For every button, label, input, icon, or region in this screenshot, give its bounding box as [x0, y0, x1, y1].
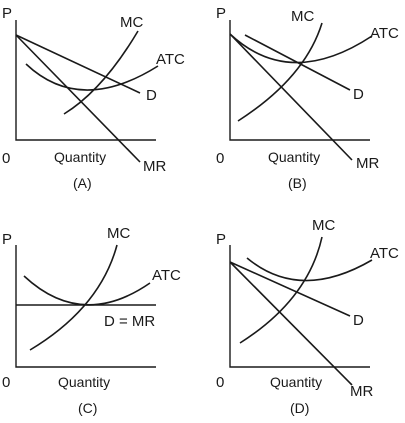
- panel-d-axes: [229, 245, 370, 368]
- panel-c-caption: (C): [78, 400, 97, 416]
- panel-d-demand-curve: [229, 261, 351, 317]
- panel-c-atc-curve: [23, 275, 151, 306]
- panel-b-mc-label: MC: [291, 8, 314, 25]
- panel-d: P 0 Quantity (D) MC ATC D MR: [216, 217, 399, 416]
- panel-b-mr-curve: [229, 33, 353, 161]
- panel-d-x-axis-label: Quantity: [270, 374, 322, 390]
- panel-c-mc-curve: [29, 244, 118, 351]
- panel-c-axes: [15, 245, 156, 368]
- panel-d-atc-curve: [246, 257, 373, 282]
- panel-b-mr-label: MR: [356, 155, 379, 172]
- panel-b-x-axis-label: Quantity: [268, 149, 320, 165]
- panel-a-mr-curve: [15, 34, 141, 163]
- panel-a-caption: (A): [73, 175, 92, 191]
- panel-b-d-label: D: [353, 86, 364, 103]
- panel-c-atc-label: ATC: [152, 267, 181, 284]
- panel-a: P 0 Quantity (A) MC ATC D MR: [2, 5, 185, 191]
- panel-d-atc-label: ATC: [370, 245, 399, 262]
- panel-c-y-axis-label: P: [2, 231, 12, 248]
- panel-d-mr-curve: [229, 261, 353, 386]
- panel-a-atc-curve: [25, 63, 159, 91]
- panel-b-demand-curve: [244, 34, 351, 91]
- panel-b-caption: (B): [288, 175, 307, 191]
- panel-b-axes: [229, 20, 370, 141]
- panel-d-mc-label: MC: [312, 217, 335, 234]
- panel-d-y-axis-label: P: [216, 231, 226, 248]
- panel-c-d-mr-label: D = MR: [104, 313, 155, 330]
- panel-d-origin-label: 0: [216, 374, 224, 391]
- panel-d-mc-curve: [239, 236, 323, 344]
- panel-d-d-label: D: [353, 312, 364, 329]
- panel-c-mc-label: MC: [107, 225, 130, 242]
- panel-c-x-axis-label: Quantity: [58, 374, 110, 390]
- panel-a-d-label: D: [146, 87, 157, 104]
- panel-a-atc-label: ATC: [156, 51, 185, 68]
- panel-c-origin-label: 0: [2, 374, 10, 391]
- panel-d-mr-label: MR: [350, 383, 373, 400]
- panel-c: P 0 Quantity (C) MC ATC D = MR: [2, 225, 181, 416]
- panel-a-demand-curve: [15, 34, 141, 94]
- panel-a-axes: [15, 20, 156, 141]
- panel-a-mr-label: MR: [143, 158, 166, 175]
- panel-a-origin-label: 0: [2, 150, 10, 167]
- panel-b-y-axis-label: P: [216, 5, 226, 22]
- panel-a-y-axis-label: P: [2, 5, 12, 22]
- panel-a-x-axis-label: Quantity: [54, 149, 106, 165]
- panel-a-mc-curve: [63, 30, 139, 115]
- panel-b-mc-curve: [237, 22, 323, 122]
- panel-b: P 0 Quantity (B) MC ATC D MR: [216, 5, 399, 191]
- panel-d-caption: (D): [290, 400, 309, 416]
- panel-b-origin-label: 0: [216, 150, 224, 167]
- panel-a-mc-label: MC: [120, 14, 143, 31]
- panel-b-atc-label: ATC: [370, 25, 399, 42]
